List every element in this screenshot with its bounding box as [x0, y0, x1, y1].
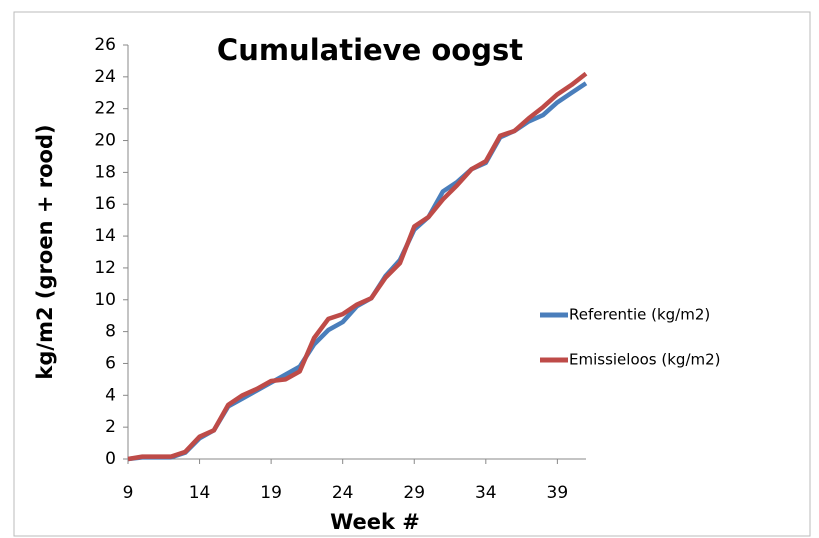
x-tick-label: 14 [189, 483, 211, 503]
x-tick-label: 34 [475, 483, 497, 503]
legend-label: Emissieloos (kg/m2) [569, 351, 721, 369]
y-tick-label: 10 [94, 290, 116, 310]
y-tick-label: 0 [105, 449, 116, 469]
y-tick-label: 6 [105, 353, 116, 373]
legend-label: Referentie (kg/m2) [569, 306, 710, 324]
y-tick-label: 20 [94, 131, 116, 151]
x-tick-label: 24 [332, 483, 354, 503]
series-line [127, 71, 588, 462]
y-tick-label: 24 [94, 67, 116, 87]
y-tick-label: 14 [94, 226, 116, 246]
y-tick-label: 22 [94, 99, 116, 119]
y-tick-label: 18 [94, 162, 116, 182]
y-tick-label: 12 [94, 258, 116, 278]
chart-border [13, 11, 811, 537]
x-tick-label: 9 [123, 483, 134, 503]
x-tick-label: 39 [547, 483, 569, 503]
y-axis-label: kg/m2 (groen + rood) [33, 124, 57, 379]
y-tick-label: 4 [105, 385, 116, 405]
y-tick-label: 2 [105, 417, 116, 437]
y-tick-label: 26 [94, 35, 116, 55]
y-tick-label: 8 [105, 322, 116, 342]
x-axis-label: Week # [330, 510, 420, 534]
x-tick-label: 29 [403, 483, 425, 503]
y-tick-label: 16 [94, 194, 116, 214]
x-tick-label: 19 [260, 483, 282, 503]
chart-title: Cumulatieve oogst [217, 33, 523, 67]
